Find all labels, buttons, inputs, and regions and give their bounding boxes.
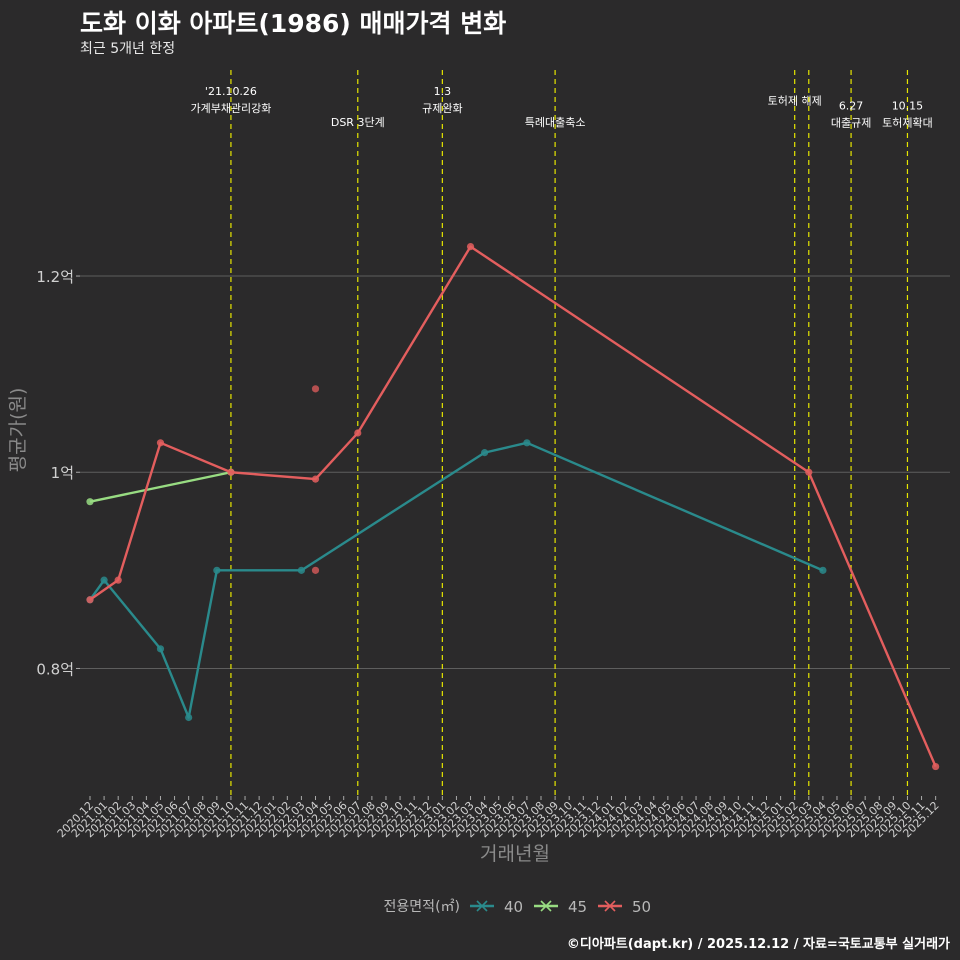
x-axis: 2020.122021.012021.022021.032021.042021.… [55,796,942,840]
source-caption: ©디아파트(dapt.kr) / 2025.12.12 / 자료=국토교통부 실… [566,937,950,952]
series-50-point [311,566,320,574]
series-50-point [86,596,94,604]
series-50-point [466,242,475,251]
legend-title: 전용면적(㎡) [384,899,460,915]
y-axis-label: 평균가(원) [7,388,29,473]
series-50-point [311,385,320,393]
series-45-line [89,471,232,503]
event-label: 6.27 [839,99,864,112]
series-lines [86,242,940,771]
series-50-point [156,439,165,447]
event-label: '21.10.26 [205,85,257,98]
legend-label-45: 45 [568,898,587,916]
y-tick-label: 1억 [51,464,74,482]
series-50-point [805,468,813,476]
series-50-point [114,576,122,584]
series-40-point [297,566,306,574]
series-40-point [213,566,221,574]
event-label: 가계부채관리강화 [190,102,271,115]
series-40-line [89,441,824,719]
event-label: 규제완화 [422,102,462,115]
chart-subtitle: 최근 5개년 한정 [80,41,176,57]
event-label: 1.3 [434,85,452,98]
x-axis-label: 거래년월 [480,843,550,865]
series-40-point [481,449,489,457]
y-tick-label: 0.8억 [36,660,74,678]
series-40-point [819,566,827,574]
legend-key-cross [604,900,616,912]
series-40-point [185,713,193,722]
series-50-point [311,475,320,483]
legend-label-40: 40 [504,898,523,916]
chart-title: 도화 이화 아파트(1986) 매매가격 변화 [80,9,507,38]
y-axis: 0.8억 1억 1.2억 [36,268,80,678]
series-50-point [354,429,362,437]
series-50-point [227,468,235,476]
series-45-point [86,498,94,506]
event-label: 대출규제 [831,116,871,129]
series-40-point [523,439,531,447]
event-label: 특례대출축소 [525,116,586,129]
event-label: 토허제 해제 [768,94,822,108]
series-40-point [100,576,108,584]
event-label: 토허제확대 [882,116,933,129]
y-tick-label: 1.2억 [36,268,74,286]
legend-key-cross [540,900,552,912]
legend-key-cross [476,900,488,912]
event-label: DSR 3단계 [331,116,385,129]
series-50-point [932,762,940,771]
legend-label-50: 50 [632,898,651,916]
legend: 전용면적(㎡) 40 45 50 [384,898,652,916]
event-label: 10.15 [892,99,924,112]
series-40-point [156,645,165,653]
